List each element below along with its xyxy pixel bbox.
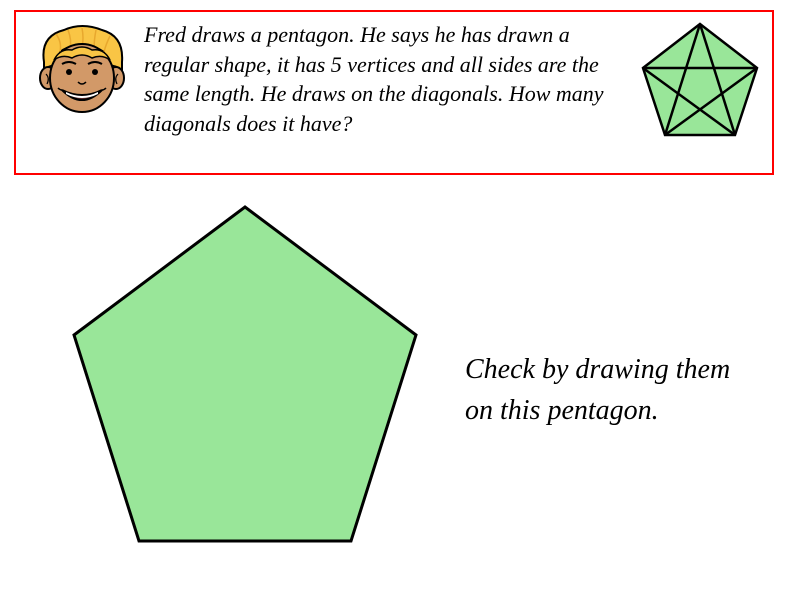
character-face (32, 24, 132, 124)
question-box: Fred draws a pentagon. He says he has dr… (14, 10, 774, 175)
big-pentagon (70, 205, 420, 550)
instruction-text: Check by drawing them on this pentagon. (465, 350, 765, 431)
question-text: Fred draws a pentagon. He says he has dr… (144, 20, 619, 139)
small-pentagon-with-diagonals (640, 22, 760, 145)
